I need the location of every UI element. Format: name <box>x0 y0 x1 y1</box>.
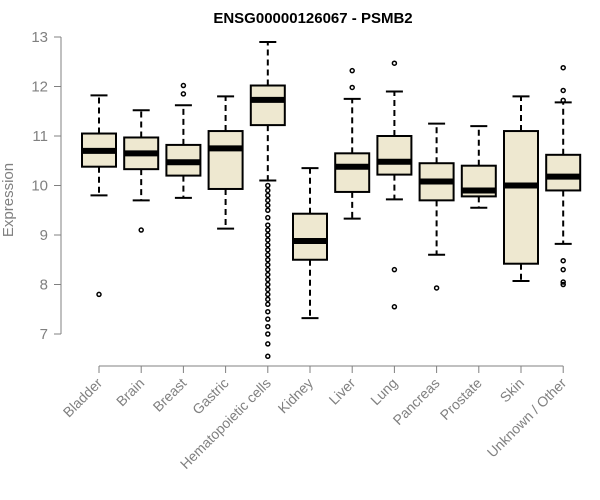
outlier-point <box>391 304 398 310</box>
outlier-point <box>265 286 271 293</box>
outlier-point <box>265 242 271 248</box>
outlier-point <box>265 353 271 360</box>
y-axis-title: Expression <box>0 163 17 237</box>
x-tick-label: Breast <box>150 375 190 415</box>
x-tick-label: Pancreas <box>390 375 443 428</box>
box-rect <box>334 152 371 193</box>
box-1 <box>81 94 117 298</box>
outlier-point <box>265 207 271 213</box>
outlier-point <box>560 64 566 71</box>
outlier-point <box>265 296 271 303</box>
x-tick-label: Skin <box>497 375 528 406</box>
outlier-point <box>265 323 271 330</box>
y-tick-label: 11 <box>32 128 48 145</box>
outlier-point <box>265 192 271 199</box>
box-4 <box>207 95 244 230</box>
outlier-point <box>349 67 355 74</box>
outlier-point <box>560 257 566 264</box>
outlier-point <box>433 285 440 291</box>
box-rect <box>545 153 582 192</box>
y-axis: 7 8 9 10 11 12 13 <box>31 29 62 343</box>
outlier-point <box>265 261 271 268</box>
outlier-point <box>265 197 271 204</box>
x-tick-label: Prostate <box>437 375 485 423</box>
x-tick-label: Brain <box>113 375 147 409</box>
outlier-point <box>96 291 102 298</box>
outlier-point <box>265 187 271 194</box>
x-tick-label: Lung <box>367 375 400 408</box>
outlier-point <box>265 281 271 288</box>
outlier-point <box>349 84 355 91</box>
outlier-point <box>560 281 566 288</box>
box-7 <box>334 67 371 220</box>
box-10 <box>460 125 497 209</box>
outlier-point <box>265 316 271 322</box>
outlier-point <box>265 266 271 273</box>
box-6 <box>292 167 328 320</box>
outlier-point <box>265 247 271 253</box>
outlier-point <box>265 214 271 221</box>
y-tick-label: 10 <box>31 178 48 195</box>
y-tick-label: 13 <box>31 29 48 46</box>
outlier-point <box>265 331 271 337</box>
box-group <box>81 40 582 360</box>
outlier-point <box>180 91 187 97</box>
box-rect <box>376 135 413 176</box>
y-tick-label: 7 <box>40 326 48 343</box>
outlier-point <box>560 97 566 104</box>
box-rect <box>292 212 328 261</box>
box-8 <box>376 60 413 310</box>
outlier-point <box>560 87 566 94</box>
outlier-point <box>265 252 271 258</box>
y-tick-label: 8 <box>40 277 48 294</box>
x-tick-label: Unknown / Other <box>484 375 570 461</box>
outlier-point <box>265 301 271 308</box>
outlier-point <box>391 60 398 66</box>
outlier-point <box>265 182 271 189</box>
box-rect <box>207 130 244 190</box>
box-9 <box>418 122 455 291</box>
outlier-point <box>265 341 271 347</box>
outlier-point <box>138 227 144 233</box>
x-tick-label: Bladder <box>60 375 106 421</box>
box-11 <box>503 95 539 283</box>
outlier-point <box>265 291 271 298</box>
outlier-point <box>265 271 271 278</box>
outlier-point <box>265 232 271 238</box>
chart-title: ENSG00000126067 - PSMB2 <box>213 10 412 27</box>
outlier-point <box>391 266 398 273</box>
outlier-point <box>265 257 271 263</box>
outlier-point <box>265 202 271 209</box>
x-tick-label: Kidney <box>275 375 317 417</box>
y-tick-label: 9 <box>40 227 48 244</box>
y-tick-label: 12 <box>31 79 48 96</box>
box-12 <box>545 64 582 288</box>
outlier-point <box>560 266 566 273</box>
outlier-point <box>265 308 271 315</box>
box-5 <box>249 40 286 360</box>
box-rect <box>249 84 286 127</box>
outlier-point <box>265 237 271 243</box>
outlier-point <box>265 222 271 228</box>
outlier-point <box>180 82 187 89</box>
box-2 <box>123 109 160 233</box>
box-rect <box>503 130 539 265</box>
outlier-point <box>265 227 271 233</box>
outlier-point <box>560 279 566 285</box>
outlier-point <box>265 276 271 283</box>
x-tick-label: Liver <box>326 375 359 408</box>
box-3 <box>165 82 202 199</box>
